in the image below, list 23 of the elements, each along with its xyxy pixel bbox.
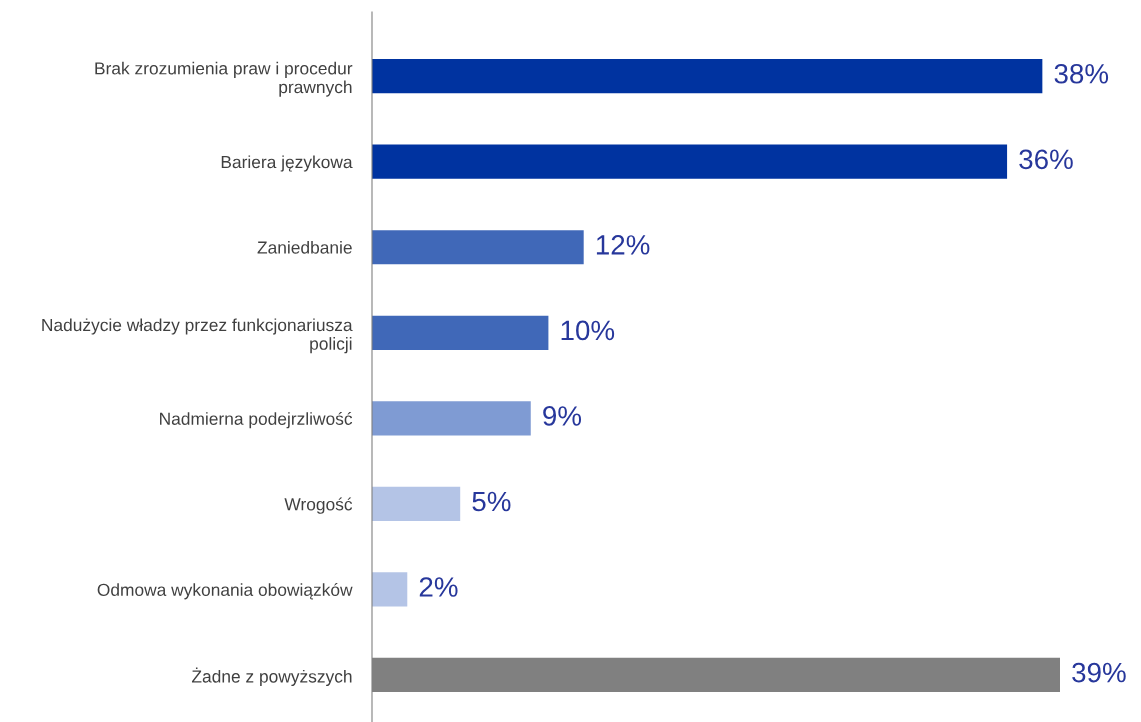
bar (372, 315, 549, 350)
bar (372, 230, 584, 265)
data-label: 12% (596, 235, 650, 255)
bar (372, 401, 531, 436)
y-tick-label: Żadne z powyższych (191, 667, 352, 687)
data-label: 38% (1054, 63, 1109, 84)
bar (372, 59, 1043, 94)
bar (372, 486, 461, 521)
data-label: 5% (472, 491, 511, 512)
data-label: 9% (543, 406, 582, 426)
y-tick-label: Brak zrozumienia praw i procedur prawnych (95, 61, 353, 97)
data-label: 10% (561, 320, 615, 341)
data-label: 36% (1019, 149, 1073, 170)
y-tick-label: Odmowa wykonania obowiązków (97, 583, 353, 600)
data-label: 39% (1072, 662, 1126, 683)
data-label: 2% (419, 577, 458, 597)
y-tick-label: Zaniedbanie (257, 240, 352, 254)
y-tick-label: Nadużycie władzy przez funkcjonariusza policji (42, 318, 353, 354)
bar (372, 144, 1008, 179)
y-tick-label: Bariera językowa (221, 155, 353, 172)
bar (372, 572, 408, 607)
y-tick-label: Wrogość (284, 497, 353, 514)
y-tick-label: Nadmierna podejrzliwość (160, 411, 353, 429)
